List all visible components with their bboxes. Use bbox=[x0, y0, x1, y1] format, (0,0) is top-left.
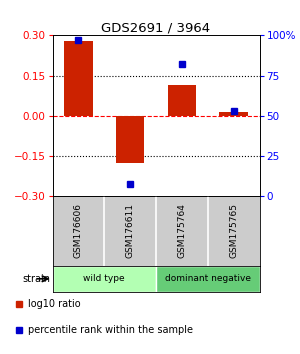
Text: dominant negative: dominant negative bbox=[165, 274, 251, 283]
Bar bbox=[116, 116, 144, 163]
Text: log10 ratio: log10 ratio bbox=[28, 299, 81, 309]
Text: GSM175765: GSM175765 bbox=[229, 204, 238, 258]
Bar bbox=[156, 266, 260, 292]
Title: GDS2691 / 3964: GDS2691 / 3964 bbox=[101, 21, 211, 34]
Bar bbox=[52, 266, 156, 292]
Text: GSM175764: GSM175764 bbox=[177, 204, 186, 258]
Text: GSM176611: GSM176611 bbox=[126, 204, 135, 258]
Text: strain: strain bbox=[22, 274, 50, 284]
Text: GSM176606: GSM176606 bbox=[74, 204, 83, 258]
Bar bbox=[219, 112, 248, 116]
Text: wild type: wild type bbox=[83, 274, 125, 283]
Bar bbox=[168, 85, 196, 116]
Text: percentile rank within the sample: percentile rank within the sample bbox=[28, 325, 193, 335]
Bar bbox=[64, 41, 93, 116]
